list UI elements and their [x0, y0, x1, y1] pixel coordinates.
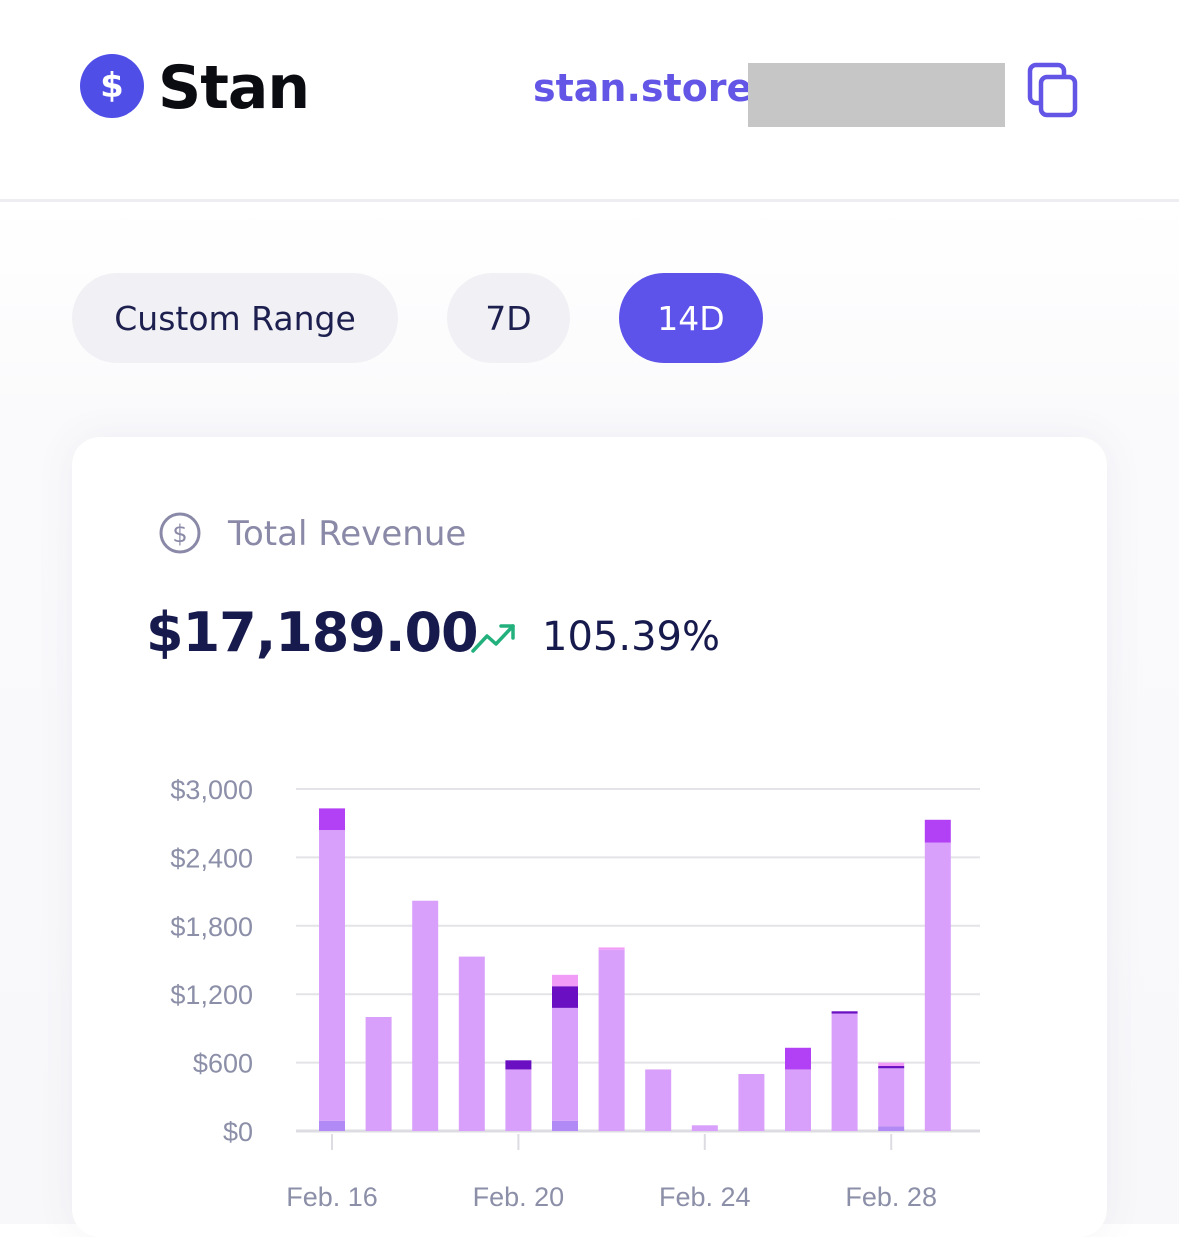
total-revenue-value: $17,189.00: [146, 601, 479, 664]
trending-up-icon: [471, 624, 515, 653]
redacted-store-handle: [748, 63, 1005, 127]
copy-icon[interactable]: [1027, 62, 1079, 118]
revenue-change-percent: 105.39%: [542, 614, 720, 660]
store-url-link[interactable]: stan.store/: [533, 66, 767, 110]
total-revenue-label: Total Revenue: [228, 514, 467, 554]
revenue-card: [72, 437, 1107, 1237]
svg-text:$: $: [172, 520, 187, 548]
top-bar: $ Stan stan.store/: [0, 0, 1179, 202]
stan-logo-icon: $: [80, 54, 144, 118]
tab-7d[interactable]: 7D: [447, 273, 570, 363]
dollar-circle-icon: $: [159, 512, 201, 554]
tab-custom-range[interactable]: Custom Range: [72, 273, 398, 363]
tab-14d[interactable]: 14D: [619, 273, 763, 363]
brand-name: Stan: [158, 53, 310, 123]
